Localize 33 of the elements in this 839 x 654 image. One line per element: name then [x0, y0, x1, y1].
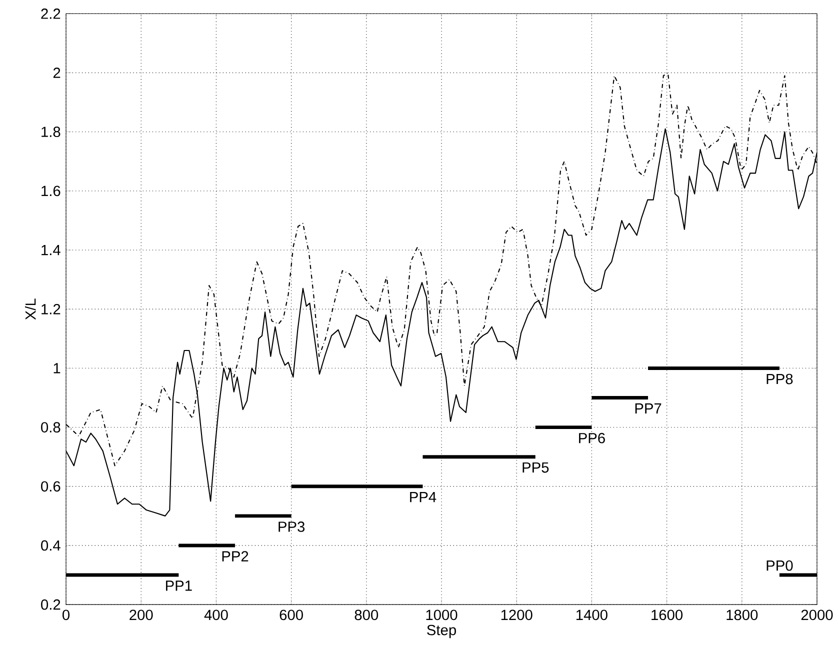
x-tick-label: 1600 — [652, 610, 683, 620]
y-tick-label: 2.2 — [41, 8, 60, 19]
annotation: PP5 — [522, 462, 549, 473]
y-tick-label: 2 — [53, 68, 60, 78]
y-tick-label: 1.2 — [42, 304, 60, 314]
annotation: PP0 — [766, 560, 793, 571]
x-tick-label: 1800 — [726, 610, 758, 620]
annotation: PP2 — [222, 551, 248, 562]
x-tick-label: 600 — [280, 610, 303, 620]
annotation: PP1 — [166, 580, 192, 591]
annotation: PP8 — [766, 374, 793, 384]
y-tick-label: 1 — [54, 363, 60, 374]
x-tick-label: 1000 — [426, 610, 458, 620]
y-tick-label: 0.4 — [41, 540, 60, 551]
y-tick-label: 1.6 — [42, 186, 60, 196]
y-tick-label: 0.8 — [41, 422, 60, 433]
annotation: PP3 — [278, 522, 305, 532]
annotation: PP7 — [635, 404, 662, 414]
y-tick-label: 0.2 — [41, 600, 60, 610]
x-tick-label: 1400 — [576, 610, 608, 620]
y-tick-label: 0.6 — [41, 481, 60, 492]
y-tick-label: 1.8 — [42, 126, 60, 138]
y-tick-label: 1.4 — [42, 245, 60, 256]
x-tick-label: 2000 — [801, 610, 833, 620]
y-axis-title: X/L — [24, 298, 36, 320]
annotation: PP6 — [579, 433, 605, 444]
x-axis-title: Step — [427, 625, 456, 638]
annotation: PP4 — [410, 492, 436, 502]
x-tick-label: 0 — [62, 610, 70, 620]
x-tick-label: 1200 — [501, 610, 532, 620]
x-tick-label: 800 — [354, 610, 378, 620]
x-tick-label: 400 — [204, 610, 228, 620]
x-tick-label: 200 — [130, 610, 153, 620]
